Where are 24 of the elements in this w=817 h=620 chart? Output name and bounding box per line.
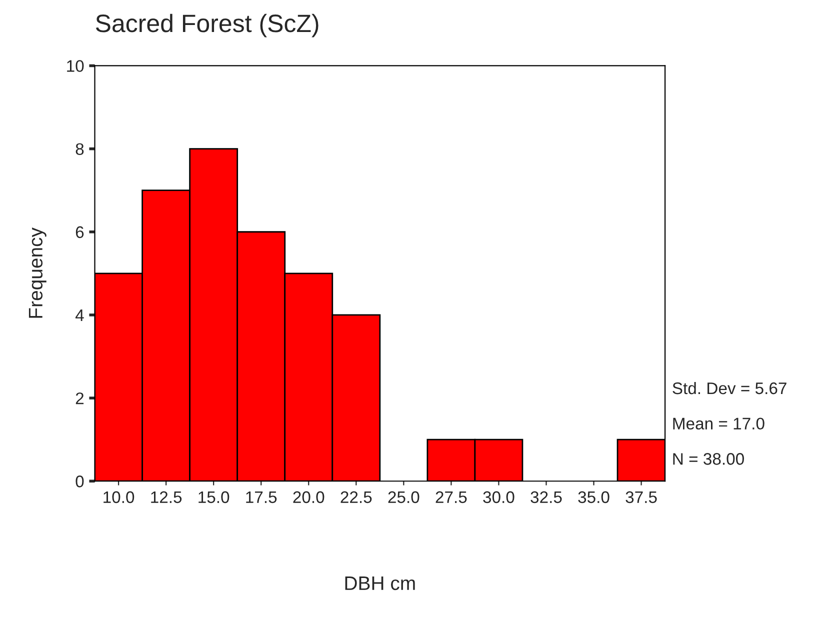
y-tick-label: 2 — [76, 392, 84, 404]
x-tick-label: 22.5 — [340, 491, 372, 504]
y-tick-label: 4 — [75, 310, 84, 321]
y-tick-label: 0 — [76, 476, 84, 488]
chart-title: Sacred Forest (ScZ) — [96, 14, 318, 38]
x-tick-label: 27.5 — [436, 491, 467, 504]
x-tick-label: 20.0 — [293, 491, 324, 504]
x-tick-label: 25.0 — [388, 491, 420, 504]
x-tick-label: 10.0 — [104, 491, 134, 504]
y-tick-label: 10 — [67, 60, 84, 72]
x-tick-label: 15.0 — [198, 491, 230, 504]
y-axis-title: Frequency — [28, 228, 46, 318]
x-tick-label: 12.5 — [151, 491, 182, 504]
text: N = 38.00 — [673, 453, 744, 465]
x-tick-label: 17.5 — [246, 491, 277, 504]
x-tick-label: 35.0 — [578, 491, 610, 504]
y-tick-label: 8 — [76, 143, 84, 156]
y-tick-label: 6 — [76, 226, 84, 238]
x-tick-label: 37.5 — [626, 491, 657, 504]
text: Mean = 17.0 — [673, 418, 764, 430]
x-axis-title: DBH cm — [345, 576, 415, 590]
text: Std. Dev = 5.67 — [672, 382, 786, 394]
x-tick-label: 32.5 — [530, 491, 562, 504]
x-tick-label: 30.0 — [483, 491, 514, 504]
